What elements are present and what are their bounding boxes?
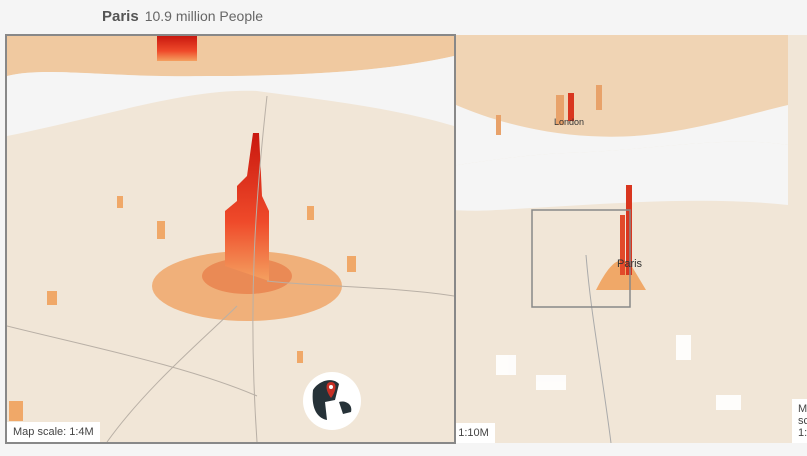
london-spike	[568, 93, 574, 121]
regional-map-graphic: London Paris	[396, 35, 788, 443]
globe-with-pin-icon[interactable]	[303, 372, 361, 430]
paris-population-map-graphic	[7, 36, 454, 442]
map-scale-label: Map scale: 1:4M	[7, 422, 100, 442]
city-label-london: London	[554, 117, 584, 127]
map-panel-regional[interactable]: London Paris Map scale: 1:10M	[396, 35, 788, 443]
zoom-extent-box	[531, 209, 631, 308]
page-title: Paris 10.9 million People	[102, 8, 263, 25]
paris-spike	[626, 185, 632, 275]
population-label: 10.9 million People	[144, 8, 263, 24]
paris-spike	[225, 133, 269, 281]
city-label-paris: Paris	[617, 258, 643, 270]
city-name: Paris	[102, 8, 139, 25]
map-panel-paris[interactable]: Map scale: 1:4M	[5, 34, 456, 444]
map-panel-regional-partial[interactable]: Map scale: 1:	[788, 35, 807, 443]
map-scale-label: Map scale: 1:	[792, 399, 807, 443]
